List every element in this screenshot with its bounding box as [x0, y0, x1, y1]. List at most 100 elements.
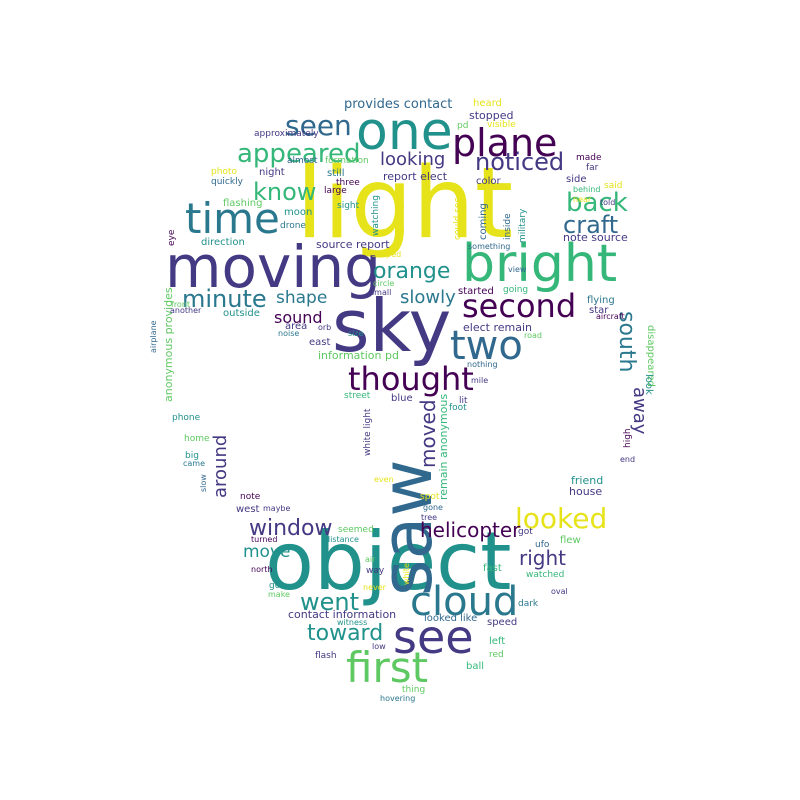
word-white: white: [402, 563, 411, 585]
word-ufo: ufo: [535, 540, 550, 550]
word-looked-like: looked like: [424, 613, 478, 624]
word-large: large: [324, 186, 347, 196]
word-thing: thing: [402, 685, 426, 695]
word-something: something: [468, 242, 511, 251]
word-white-light: white light: [363, 408, 373, 456]
word-home: home: [184, 434, 210, 444]
word-object: object: [265, 515, 512, 608]
word-aircraft: aircraft: [596, 312, 625, 321]
word-see: see: [393, 610, 474, 664]
word-formation: formation: [325, 156, 369, 166]
word-flash: flash: [315, 651, 337, 661]
word-light: light: [296, 147, 514, 261]
word-back: back: [566, 188, 628, 218]
word-area: area: [285, 321, 308, 332]
word-bright: bright: [462, 234, 618, 294]
word-sighting: sighting: [395, 203, 405, 240]
word-sight: sight: [337, 201, 360, 211]
word-drone: drone: [280, 221, 306, 231]
word-heard: heard: [473, 98, 502, 109]
word-got: got: [518, 527, 533, 537]
word-remain-anonymous: remain anonymous: [437, 393, 450, 500]
word-make: make: [268, 590, 290, 599]
word-minute: minute: [182, 285, 267, 313]
word-direction: direction: [201, 237, 245, 248]
word-coming: coming: [478, 203, 489, 240]
word-first: first: [346, 643, 429, 692]
word-distance: distance: [325, 535, 359, 544]
word-helicopter: helicopter: [420, 518, 521, 542]
word-information-pd: information pd: [318, 349, 399, 362]
word-moved: moved: [416, 399, 440, 468]
word-quickly: quickly: [211, 177, 243, 187]
word-way: way: [366, 566, 385, 576]
word-moving: moving: [165, 233, 381, 301]
word-flew: flew: [560, 535, 581, 546]
word-looking: looking: [380, 149, 446, 170]
word-go: go: [269, 581, 281, 591]
word-small: small: [370, 288, 392, 297]
word-sound: sound: [274, 308, 323, 327]
word-air: air: [365, 555, 376, 564]
word-north: north: [251, 565, 273, 574]
word-slow: slow: [199, 474, 208, 492]
word-shaped: shaped: [372, 250, 402, 259]
word-report-elect: report elect: [383, 170, 448, 183]
word-know: know: [253, 178, 317, 206]
word-three: three: [336, 178, 360, 188]
word-visible: visible: [487, 120, 516, 130]
word-red: red: [489, 650, 504, 660]
word-speed: speed: [487, 617, 518, 628]
word-could-see: could see: [453, 197, 463, 240]
word-looked: looked: [515, 502, 608, 535]
word-elect-remain: elect remain: [463, 321, 532, 334]
word-went: went: [300, 588, 360, 616]
word-plane: plane: [452, 121, 558, 165]
word-turned: turned: [251, 535, 278, 544]
word-behind: behind: [573, 185, 601, 194]
word-even: even: [374, 475, 394, 484]
word-note-source: note source: [563, 231, 628, 244]
word-going: going: [503, 285, 529, 295]
word-size: size: [348, 329, 364, 338]
word-nothing: nothing: [467, 360, 498, 369]
word-never: never: [363, 583, 386, 592]
word-appeared: appeared: [237, 139, 361, 169]
word-craft: craft: [563, 211, 619, 239]
word-star: star: [589, 305, 609, 316]
word-watched: watched: [526, 570, 565, 580]
word-near: near: [573, 195, 592, 204]
word-second: second: [462, 287, 577, 325]
word-night: night: [259, 167, 285, 178]
word-still: still: [327, 168, 345, 179]
word-gone: gone: [423, 503, 443, 512]
word-road: road: [524, 331, 542, 340]
word-hovering: hovering: [380, 694, 416, 703]
word-flashing: flashing: [223, 198, 263, 209]
word-thought: thought: [348, 360, 474, 398]
word-moon: moon: [284, 207, 313, 218]
word-eye: eye: [167, 229, 177, 246]
word-orb: orb: [318, 323, 332, 332]
word-stopped: stopped: [469, 109, 514, 122]
word-dark: dark: [518, 599, 539, 609]
word-spot: spot: [420, 492, 440, 502]
word-seemed: seemed: [338, 525, 374, 535]
word-almost: almost: [287, 156, 318, 166]
word-circle: circle: [373, 279, 395, 288]
word-oval: oval: [551, 587, 568, 596]
word-tree: tree: [421, 513, 438, 522]
word-blue: blue: [391, 393, 413, 404]
word-one: one: [356, 102, 453, 162]
word-view: view: [508, 265, 527, 274]
word-another: another: [170, 306, 202, 315]
word-front: front: [171, 300, 191, 309]
word-big: big: [185, 451, 199, 461]
word-note: note: [240, 492, 261, 502]
word-friend: friend: [571, 474, 604, 487]
word-photo: photo: [211, 167, 237, 177]
word-ball: ball: [466, 661, 485, 672]
word-noticed: noticed: [475, 148, 565, 176]
word-phone: phone: [172, 413, 201, 423]
